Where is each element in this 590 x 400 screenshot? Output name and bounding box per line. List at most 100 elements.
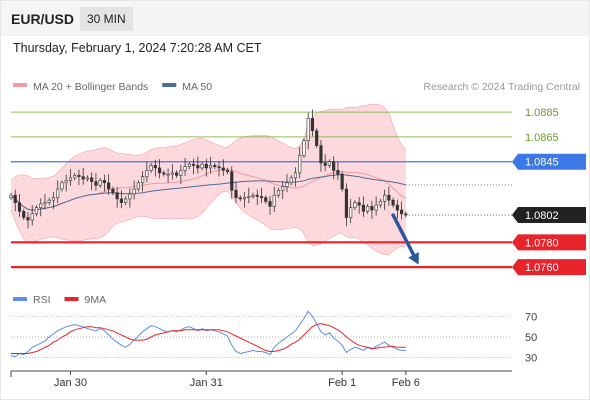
candle-body xyxy=(34,207,39,215)
candle-body xyxy=(208,165,213,169)
resistance-label: 1.0885 xyxy=(525,107,559,119)
pivot-price-tag xyxy=(512,153,586,170)
candle-body xyxy=(357,202,361,206)
candle-body xyxy=(391,199,395,206)
candle-body xyxy=(73,175,77,179)
candle-body xyxy=(132,188,136,195)
candle-body xyxy=(353,202,357,208)
candle-body xyxy=(238,197,242,200)
candle-body xyxy=(285,182,289,187)
candle-body xyxy=(158,167,162,174)
candle-body xyxy=(43,202,47,205)
candle-body xyxy=(366,206,370,212)
symbol-label: EUR/USD xyxy=(11,11,75,27)
candle-body xyxy=(85,177,89,180)
candle-body xyxy=(344,188,348,218)
candle-body xyxy=(26,217,30,221)
candle-body xyxy=(387,194,391,201)
candle-body xyxy=(302,140,306,156)
support-price-tag xyxy=(512,259,586,276)
bollinger-upper xyxy=(10,104,407,181)
candle-body xyxy=(183,166,187,171)
candle-body xyxy=(60,182,64,190)
rsi-line xyxy=(10,310,406,358)
candle-body xyxy=(327,161,332,166)
candle-body xyxy=(13,194,17,203)
candle-body xyxy=(111,188,115,194)
candle-body xyxy=(51,197,56,201)
legend-label: MA 50 xyxy=(182,81,212,93)
candle-body xyxy=(395,204,399,211)
candle-body xyxy=(217,166,221,169)
candle-body xyxy=(175,172,179,176)
candle-body xyxy=(293,172,298,179)
candle-body xyxy=(9,194,13,198)
resistance-label: 1.0865 xyxy=(525,132,559,144)
rsi-tick-label: 30 xyxy=(525,353,537,365)
candle-body xyxy=(298,155,302,174)
rsi-ma-line xyxy=(11,323,406,354)
candle-body xyxy=(400,209,404,215)
candle-body xyxy=(204,163,208,169)
rsi-legend-label: RSI xyxy=(33,294,51,306)
candle-body xyxy=(310,118,315,132)
candle-body xyxy=(39,203,43,208)
forecast-arrowhead xyxy=(408,252,419,265)
candle-body xyxy=(349,207,353,218)
candle-body xyxy=(268,201,272,207)
candle-body xyxy=(230,171,234,191)
candle-body xyxy=(242,197,247,200)
ma50-line xyxy=(10,174,407,211)
candle-body xyxy=(94,181,98,186)
chart-datetime: Thursday, February 1, 2024 7:20:28 AM CE… xyxy=(13,41,262,55)
candle-body xyxy=(136,182,140,190)
support-label: 1.0760 xyxy=(525,262,559,274)
candle-body xyxy=(17,202,22,212)
candle-body xyxy=(153,165,157,169)
candle-body xyxy=(56,188,60,198)
candle-body xyxy=(90,177,94,182)
candle-body xyxy=(251,194,255,197)
candle-body xyxy=(221,167,225,171)
candle-body xyxy=(68,177,73,181)
candle-body xyxy=(225,170,230,172)
rsi-legend-swatch xyxy=(13,297,27,301)
x-tick-label: Feb 1 xyxy=(328,377,356,389)
candle-body xyxy=(264,197,268,202)
candle-body xyxy=(98,180,102,186)
candle-body xyxy=(323,162,327,166)
chart-header: EUR/USD 30 MIN xyxy=(0,0,590,36)
candle-body xyxy=(200,163,204,169)
candle-body xyxy=(370,206,374,211)
candle-body xyxy=(64,180,68,184)
timeframe-badge[interactable]: 30 MIN xyxy=(80,7,133,31)
current-price-tag xyxy=(512,207,586,224)
candle-body xyxy=(247,196,251,198)
candle-body xyxy=(30,213,34,221)
candle-body xyxy=(255,194,259,197)
support-price-tag xyxy=(512,234,586,251)
candle-body xyxy=(340,173,344,190)
candle-body xyxy=(374,204,378,211)
legend-swatch xyxy=(13,83,27,87)
x-tick-label: Jan 31 xyxy=(190,377,223,389)
candle-body xyxy=(119,198,123,203)
candle-body xyxy=(166,173,170,176)
candle-body xyxy=(77,175,81,177)
candle-body xyxy=(102,180,106,184)
current-price-label: 1.0802 xyxy=(525,210,559,222)
x-tick-label: Feb 6 xyxy=(392,377,420,389)
forecast-arrow xyxy=(391,213,416,257)
candle-body xyxy=(281,186,285,191)
candle-body xyxy=(259,196,264,198)
legend-swatch xyxy=(162,83,177,87)
candle-body xyxy=(107,182,111,190)
rsi-legend-swatch xyxy=(64,297,79,301)
candle-body xyxy=(361,204,365,212)
candle-body xyxy=(332,161,336,171)
candle-body xyxy=(170,172,174,175)
support-label: 1.0780 xyxy=(525,237,559,249)
candle-body xyxy=(383,194,387,202)
candle-body xyxy=(149,165,153,171)
